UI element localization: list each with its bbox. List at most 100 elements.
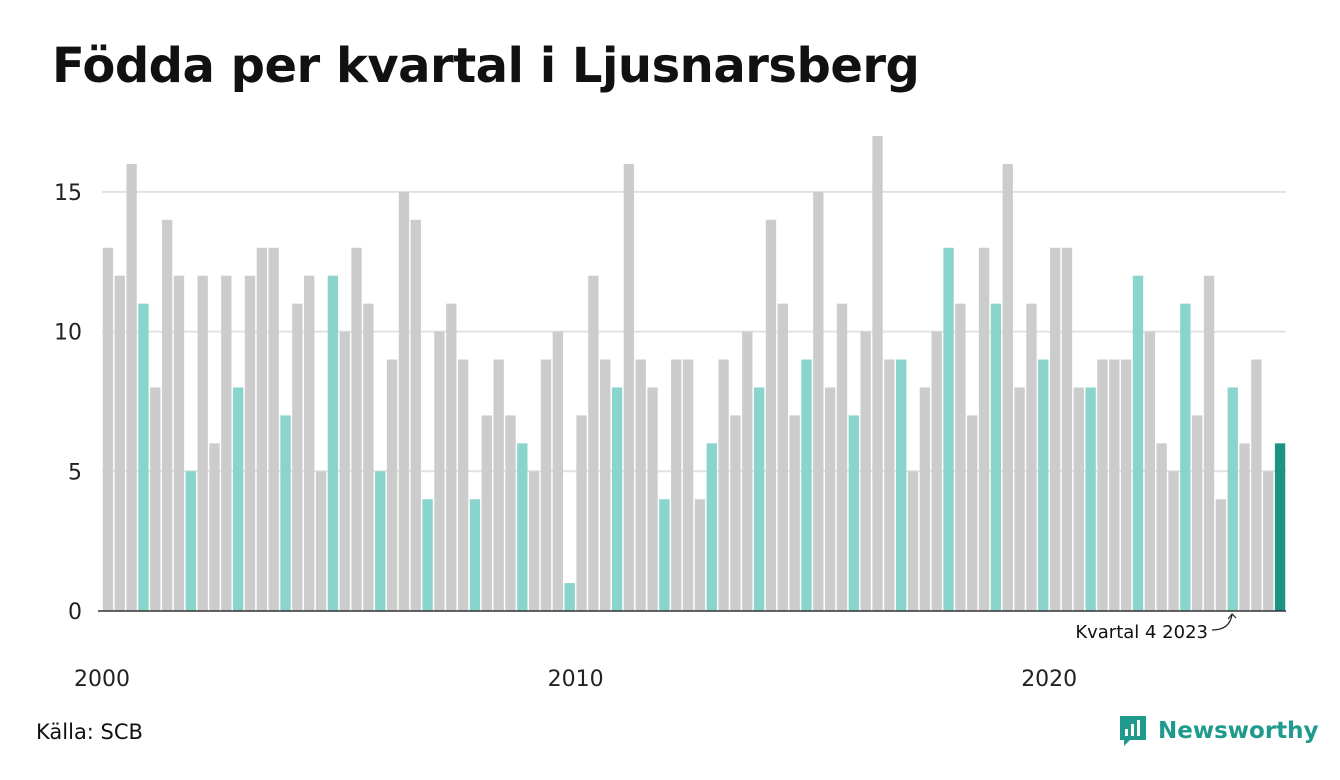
bar <box>1168 471 1179 611</box>
bar <box>623 163 635 612</box>
bar <box>114 275 125 611</box>
bar <box>232 387 244 611</box>
bar <box>1038 359 1049 611</box>
annotation-arrow <box>1211 613 1233 631</box>
bar <box>197 275 208 611</box>
bar <box>1014 387 1025 611</box>
bar <box>1192 415 1203 611</box>
bar <box>457 359 469 611</box>
bar <box>469 499 481 611</box>
x-tick-label: 2010 <box>548 667 604 692</box>
bar <box>1085 387 1096 611</box>
bar <box>327 275 339 611</box>
y-tick-label: 10 <box>54 321 82 346</box>
y-tick-label: 5 <box>68 460 82 485</box>
bar <box>931 331 942 611</box>
bar <box>730 415 741 611</box>
y-tick-label: 0 <box>68 600 82 625</box>
bar <box>375 471 386 611</box>
bar <box>813 191 824 611</box>
source-label: Källa: SCB <box>36 720 143 744</box>
bar <box>576 415 587 611</box>
bar <box>292 303 303 611</box>
bar <box>540 359 552 611</box>
bar <box>1002 163 1013 612</box>
bar <box>955 303 966 611</box>
bar <box>552 331 564 611</box>
newsworthy-logo-icon <box>1120 716 1146 746</box>
bar <box>102 247 114 611</box>
bar-chart: 0 5 10 15 2000 2010 2020 Kvartal 4 2023 <box>54 136 1286 692</box>
bar <box>1156 443 1167 611</box>
bar <box>682 359 694 611</box>
gridlines <box>102 190 1286 473</box>
bar <box>1215 499 1227 611</box>
bar <box>694 499 706 611</box>
chart-title: Födda per kvartal i Ljusnarsberg <box>52 38 920 94</box>
bar <box>363 303 374 611</box>
y-axis-ticks: 0 5 10 15 <box>54 181 82 625</box>
bar <box>221 275 232 611</box>
bar <box>493 359 504 611</box>
bar <box>386 359 398 611</box>
bar <box>848 415 860 611</box>
bar <box>138 303 149 611</box>
bar <box>1026 303 1037 611</box>
x-axis-ticks: 2000 2010 2020 <box>74 667 1077 692</box>
bar <box>1120 359 1132 611</box>
bar <box>753 387 765 611</box>
bar <box>1203 275 1215 611</box>
bar <box>280 415 291 611</box>
bar <box>150 387 161 611</box>
bar <box>647 387 658 611</box>
bar <box>990 303 1002 611</box>
y-tick-label: 15 <box>54 181 82 206</box>
bar <box>1097 359 1108 611</box>
bar <box>339 331 350 611</box>
bar <box>718 359 729 611</box>
bar <box>481 415 492 611</box>
bar <box>1109 359 1120 611</box>
bar <box>256 247 268 611</box>
bar <box>351 247 362 611</box>
bar <box>1239 443 1250 611</box>
bar <box>161 219 173 611</box>
bar <box>1144 331 1156 611</box>
bar <box>410 219 421 611</box>
bar <box>1049 247 1061 611</box>
bar <box>505 415 516 611</box>
bar <box>860 331 871 611</box>
bar <box>434 331 445 611</box>
bar <box>209 443 220 611</box>
bar <box>824 387 836 611</box>
brand-logo: Newsworthy <box>1118 714 1319 748</box>
bar <box>978 247 990 611</box>
bar <box>777 303 788 611</box>
bar <box>304 275 315 611</box>
bar <box>446 303 457 611</box>
bar <box>268 247 279 611</box>
bar <box>943 247 954 611</box>
bar <box>1227 387 1238 611</box>
bar <box>706 443 717 611</box>
bar <box>967 415 978 611</box>
bar <box>1263 471 1274 611</box>
bar <box>742 331 753 611</box>
bar <box>1180 303 1191 611</box>
bar <box>919 387 931 611</box>
bar <box>659 499 670 611</box>
bar <box>884 359 895 611</box>
bar <box>1073 387 1084 611</box>
bar <box>600 359 611 611</box>
bar <box>671 359 682 611</box>
bar <box>244 275 256 611</box>
bar <box>611 387 623 611</box>
bar <box>528 471 540 611</box>
bar <box>185 471 196 611</box>
bar <box>789 415 800 611</box>
annotation-arrowhead <box>1227 613 1237 620</box>
bar <box>564 583 575 611</box>
bar <box>1274 443 1286 611</box>
bars <box>102 136 1286 612</box>
bar <box>1132 275 1144 611</box>
